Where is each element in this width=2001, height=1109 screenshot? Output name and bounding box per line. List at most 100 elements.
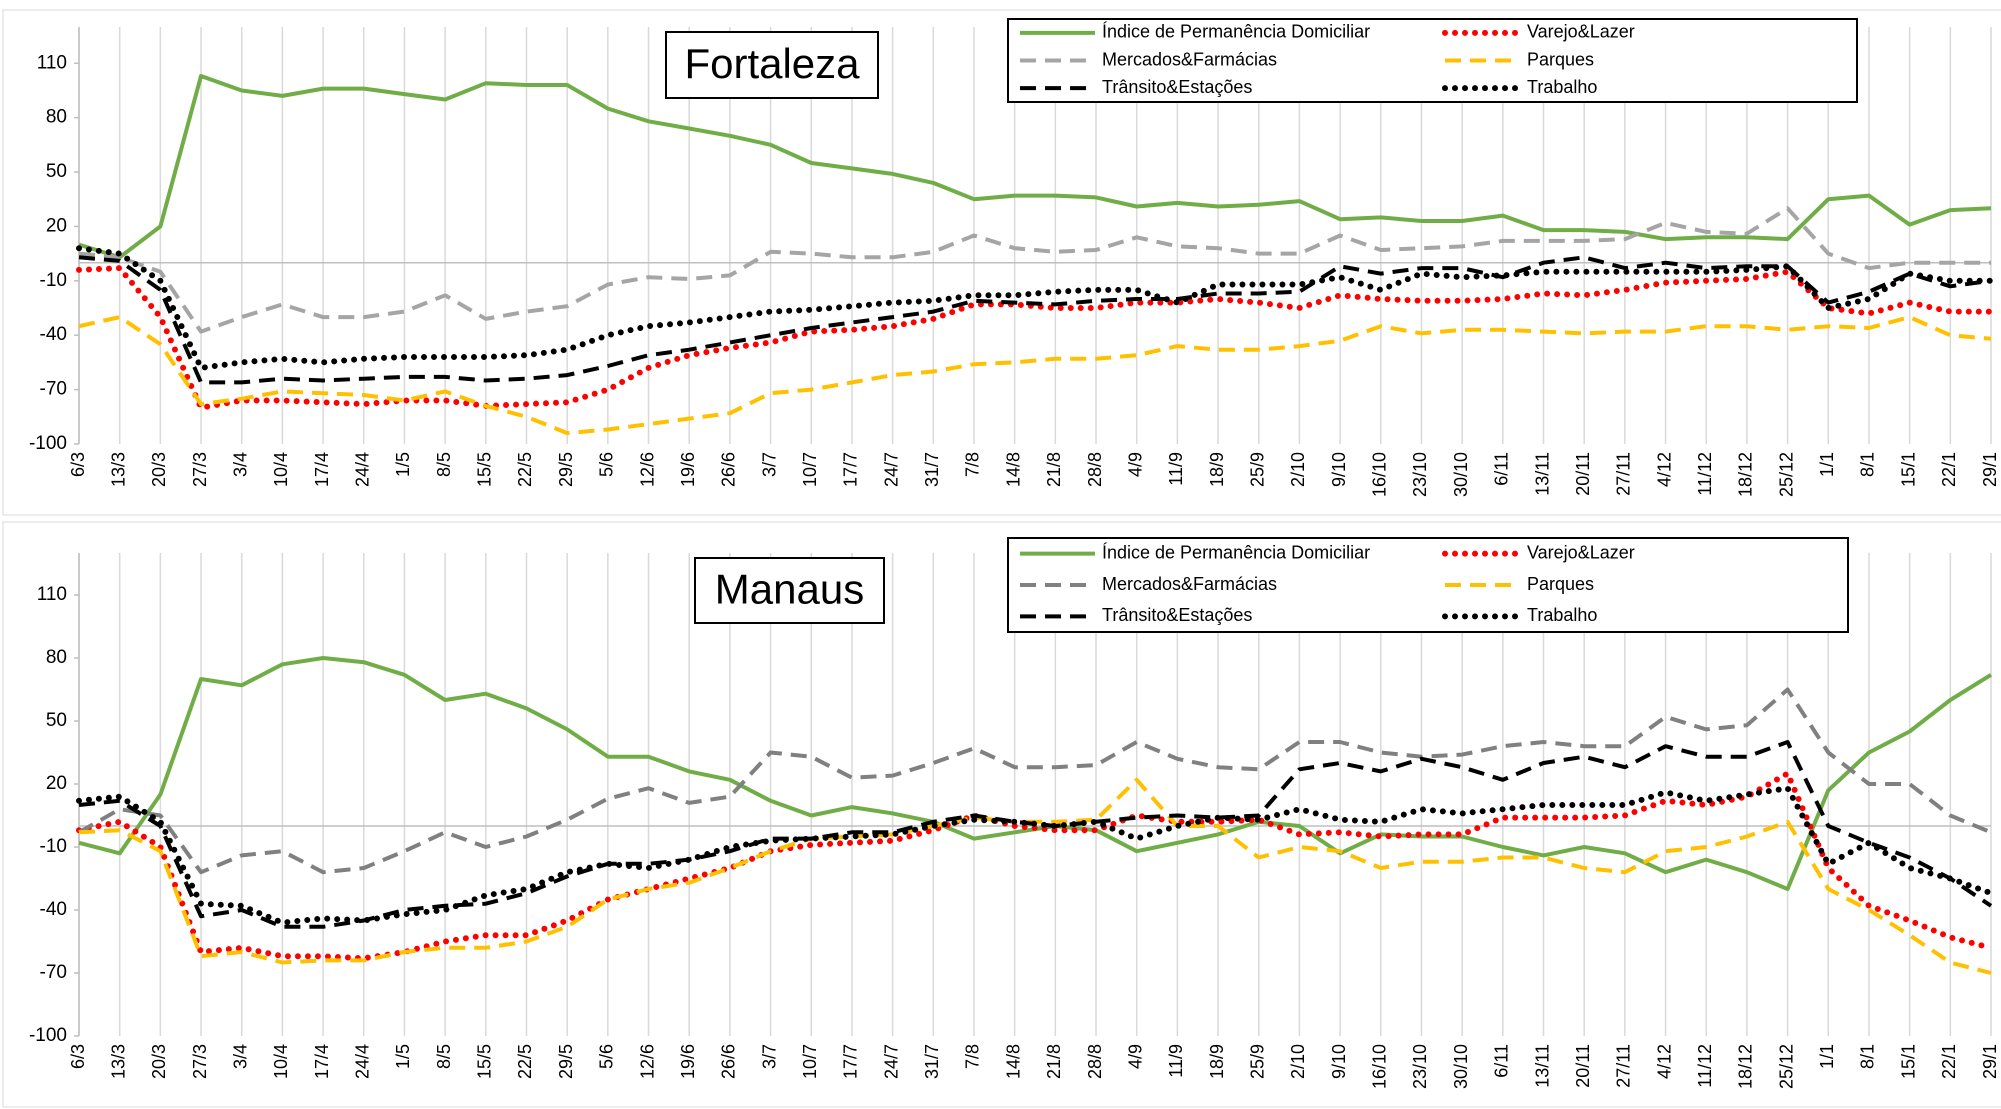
y-tick-label: -10 xyxy=(40,270,67,291)
x-tick-label: 18/12 xyxy=(1736,1044,1756,1089)
x-tick-label: 8/5 xyxy=(434,452,454,477)
x-tick-label: 23/10 xyxy=(1410,452,1430,497)
x-tick-label: 26/6 xyxy=(719,452,739,487)
x-tick-label: 29/5 xyxy=(556,452,576,487)
x-tick-label: 15/1 xyxy=(1898,1044,1918,1079)
x-tick-label: 2/10 xyxy=(1288,452,1308,487)
y-tick-label: 50 xyxy=(46,161,67,182)
x-tick-label: 3/7 xyxy=(759,452,779,477)
x-tick-label: 2/10 xyxy=(1288,1044,1308,1079)
x-tick-label: 29/1 xyxy=(1980,452,2000,487)
x-tick-label: 25/12 xyxy=(1776,1044,1796,1089)
x-tick-label: 21/8 xyxy=(1044,1044,1064,1079)
x-tick-label: 11/12 xyxy=(1695,1044,1715,1088)
x-tick-label: 28/8 xyxy=(1085,1044,1105,1079)
x-tick-label: 5/6 xyxy=(597,1044,617,1069)
x-tick-label: 7/8 xyxy=(963,1044,983,1069)
x-tick-label: 4/9 xyxy=(1125,452,1145,477)
x-tick-label: 4/12 xyxy=(1654,452,1674,487)
x-tick-label: 13/3 xyxy=(108,1044,128,1079)
series-line xyxy=(78,315,1992,436)
series-line xyxy=(78,777,1992,975)
x-tick-label: 11/12 xyxy=(1695,452,1715,496)
x-tick-label: 20/11 xyxy=(1573,1044,1593,1088)
x-tick-label: 11/9 xyxy=(1166,1044,1186,1078)
x-tick-label: 16/10 xyxy=(1370,452,1390,497)
x-tick-label: 27/3 xyxy=(190,1044,210,1079)
y-tick-label: -40 xyxy=(40,324,67,345)
x-tick-label: 25/9 xyxy=(1247,1044,1267,1079)
x-tick-label: 8/5 xyxy=(434,1044,454,1069)
x-tick-label: 17/7 xyxy=(841,452,861,487)
legend-label: Índice de Permanência Domiciliar xyxy=(1102,22,1370,42)
series-line xyxy=(78,740,1993,929)
y-tick-label: 50 xyxy=(46,710,67,731)
legend-label: Trabalho xyxy=(1527,605,1597,625)
x-tick-label: 17/4 xyxy=(312,1044,332,1079)
y-tick-label: -70 xyxy=(40,379,67,400)
x-tick-label: 18/9 xyxy=(1207,1044,1227,1079)
x-tick-label: 10/4 xyxy=(271,1044,291,1079)
x-tick-label: 17/7 xyxy=(841,1044,861,1079)
x-tick-label: 29/1 xyxy=(1980,1044,2000,1079)
legend-label: Varejo&Lazer xyxy=(1527,22,1635,42)
x-tick-label: 3/4 xyxy=(230,452,250,477)
x-tick-label: 1/5 xyxy=(393,1044,413,1069)
legend-label: Mercados&Farmácias xyxy=(1102,574,1277,594)
x-tick-label: 20/3 xyxy=(149,452,169,487)
legend-label: Mercados&Farmácias xyxy=(1102,49,1277,69)
y-tick-label: -100 xyxy=(29,433,67,454)
x-tick-label: 15/1 xyxy=(1898,452,1918,487)
x-tick-label: 18/9 xyxy=(1207,452,1227,487)
y-tick-label: -100 xyxy=(29,1025,67,1046)
x-tick-label: 3/4 xyxy=(230,1044,250,1069)
x-tick-label: 1/1 xyxy=(1817,1044,1837,1069)
x-tick-label: 24/7 xyxy=(881,452,901,487)
x-tick-label: 26/6 xyxy=(719,1044,739,1079)
y-tick-label: -40 xyxy=(40,899,67,920)
legend-label: Parques xyxy=(1527,574,1594,594)
x-tick-label: 6/11 xyxy=(1492,452,1512,486)
x-tick-label: 17/4 xyxy=(312,452,332,487)
x-tick-label: 14/8 xyxy=(1003,452,1023,487)
chart-title: Fortaleza xyxy=(684,40,860,87)
x-tick-label: 20/3 xyxy=(149,1044,169,1079)
chart-title: Manaus xyxy=(715,566,864,613)
x-tick-label: 18/12 xyxy=(1736,452,1756,497)
x-tick-label: 15/5 xyxy=(475,452,495,487)
x-tick-label: 31/7 xyxy=(922,452,942,487)
x-tick-label: 24/4 xyxy=(353,1044,373,1079)
y-tick-label: -10 xyxy=(40,836,67,857)
series-line xyxy=(76,770,1994,962)
x-tick-label: 27/3 xyxy=(190,452,210,487)
x-tick-label: 28/8 xyxy=(1085,452,1105,487)
x-tick-label: 29/5 xyxy=(556,1044,576,1079)
x-tick-label: 25/12 xyxy=(1776,452,1796,497)
series-line xyxy=(78,74,1992,260)
x-tick-label: 6/11 xyxy=(1492,1044,1512,1078)
x-tick-label: 30/10 xyxy=(1451,1044,1471,1089)
x-tick-label: 31/7 xyxy=(922,1044,942,1079)
x-tick-label: 25/9 xyxy=(1247,452,1267,487)
series-line xyxy=(76,785,1994,926)
y-tick-label: -70 xyxy=(40,962,67,983)
panel-frame xyxy=(2,9,2001,516)
x-tick-label: 24/7 xyxy=(881,1044,901,1079)
x-tick-label: 22/5 xyxy=(515,1044,535,1079)
x-tick-label: 13/3 xyxy=(108,452,128,487)
y-tick-label: 80 xyxy=(46,647,67,668)
series-line xyxy=(78,687,1992,875)
title-box xyxy=(694,557,885,624)
x-tick-label: 16/10 xyxy=(1370,1044,1390,1089)
x-tick-label: 12/6 xyxy=(637,452,657,487)
y-tick-label: 110 xyxy=(37,52,67,73)
x-tick-label: 8/1 xyxy=(1858,452,1878,477)
x-tick-label: 12/6 xyxy=(637,1044,657,1079)
x-tick-label: 9/10 xyxy=(1329,452,1349,487)
panel-frame xyxy=(2,521,2001,1108)
legend-label: Trabalho xyxy=(1527,77,1597,97)
legend-label: Índice de Permanência Domiciliar xyxy=(1102,542,1370,562)
x-tick-label: 14/8 xyxy=(1003,1044,1023,1079)
series-line xyxy=(76,245,1994,371)
